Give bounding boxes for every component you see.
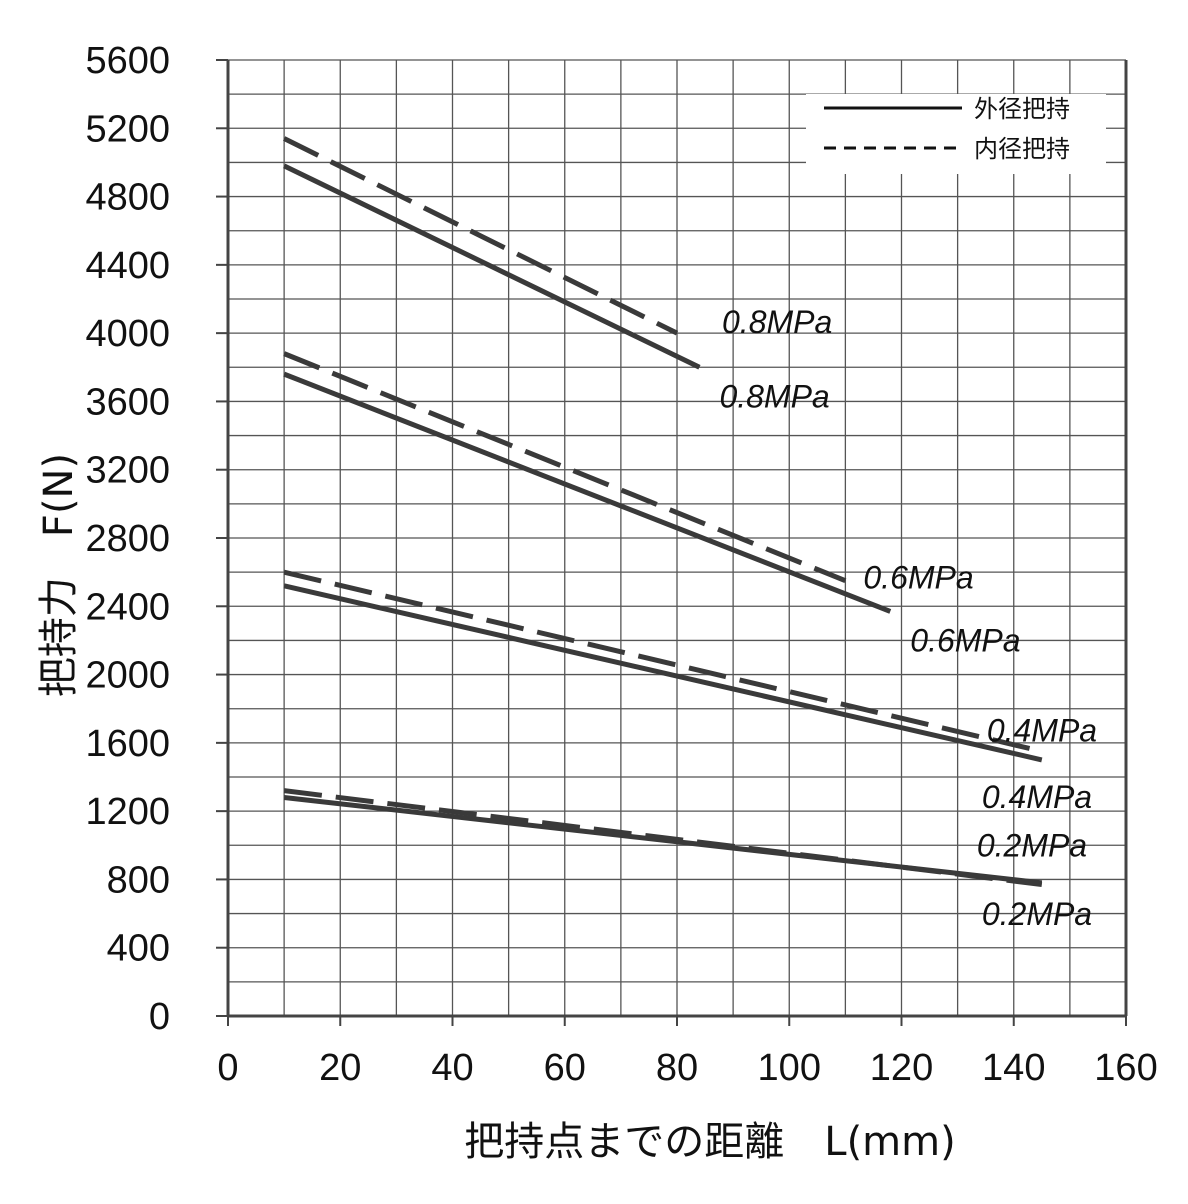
x-tick-label: 100: [758, 1047, 821, 1089]
series-label: 0.6MPa: [910, 622, 1020, 658]
series-line-04MPa-solid: [283, 583, 1043, 763]
x-tick-label: 0: [217, 1047, 238, 1089]
series-line-08MPa-dashed: [283, 136, 679, 336]
series-label: 0.2MPa: [982, 896, 1092, 932]
y-tick-label: 400: [107, 928, 170, 970]
series-label: 0.2MPa: [977, 828, 1087, 864]
y-tick-label: 4400: [85, 245, 170, 287]
y-tick-label: 5600: [85, 40, 170, 82]
y-tick-label: 2400: [85, 586, 170, 628]
x-tick-label: 60: [544, 1047, 586, 1089]
x-tick-label: 20: [319, 1047, 361, 1089]
y-tick-label: 2000: [85, 655, 170, 697]
axes: [216, 59, 1128, 1026]
series-labels: 0.8MPa 0.8MPa 0.6MPa 0.6MPa 0.4MPa 0.4MPa 0.2M…: [719, 304, 1097, 932]
series-line-06MPa-solid: [283, 371, 892, 614]
y-tick-label: 4800: [85, 177, 170, 219]
y-tick-label: 2800: [85, 518, 170, 560]
series-line-02MPa-dashed: [283, 788, 1043, 888]
series-label: 0.4MPa: [982, 779, 1092, 815]
x-tick-label: 40: [431, 1047, 473, 1089]
series-label: 0.6MPa: [863, 560, 973, 596]
series-label: 0.4MPa: [987, 712, 1097, 748]
legend-label: 内径把持: [974, 135, 1070, 163]
series-line-06MPa-dashed: [283, 351, 847, 583]
y-tick-label: 1200: [85, 791, 170, 833]
y-tick-label: 5200: [85, 108, 170, 150]
x-tick-label: 80: [656, 1047, 698, 1089]
tick-labels: 0 20 40 60 80 100 120 140 1600400800120016002000…: [85, 40, 1157, 1089]
y-tick-label: 0: [149, 996, 170, 1038]
y-tick-label: 4000: [85, 313, 170, 355]
series-line-08MPa-solid: [283, 163, 701, 370]
y-tick-label: 1600: [85, 723, 170, 765]
y-tick-label: 3200: [85, 450, 170, 492]
grid: [227, 59, 1127, 1017]
legend-label: 外径把持: [974, 95, 1070, 123]
y-axis-title: 把持力 F(N): [36, 453, 82, 697]
y-tick-label: 800: [107, 859, 170, 901]
y-tick-label: 3600: [85, 381, 170, 423]
x-axis-title: 把持点までの距離 L(mm): [464, 1119, 955, 1165]
series-label: 0.8MPa: [722, 304, 832, 340]
series-line-04MPa-dashed: [283, 569, 1043, 754]
x-tick-label: 120: [870, 1047, 933, 1089]
x-tick-label: 160: [1094, 1047, 1157, 1089]
series-label: 0.8MPa: [719, 378, 829, 414]
series-lines: [283, 136, 1043, 888]
x-tick-label: 140: [982, 1047, 1045, 1089]
